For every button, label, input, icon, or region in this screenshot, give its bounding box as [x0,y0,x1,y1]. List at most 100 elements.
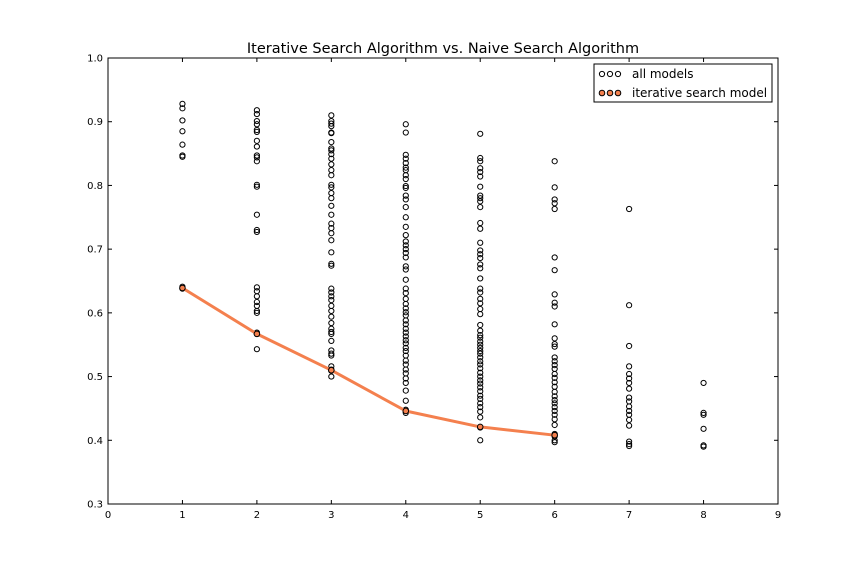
all-models-point [253,154,260,161]
all-models-point [328,289,335,296]
all-models-point [477,334,484,341]
iterative-search-point [551,431,558,439]
all-models-point [402,337,409,344]
y-tick-label: 0.5 [87,372,103,383]
all-models-point [253,211,260,218]
all-models-point [477,295,484,302]
all-models-point [328,211,335,218]
all-models-point [477,384,484,391]
legend: all models iterative search model [593,63,773,103]
all-models-point [477,254,484,262]
all-models-point [551,404,558,411]
all-models-point [402,285,409,292]
iterative-search-point [476,423,484,431]
all-models-point [626,407,633,415]
x-tick-label: 1 [179,510,185,521]
all-models-point [402,325,409,332]
all-models-point [253,152,260,159]
all-models-point [328,181,335,188]
iterative-search-point [402,407,410,415]
all-models-point [328,145,335,152]
all-models-point [477,373,484,380]
y-tick-label: 0.4 [87,436,103,447]
legend-marker-filled-circle [606,89,614,97]
all-models-point [328,151,335,158]
all-models-point [402,333,409,340]
all-models-point [551,407,558,415]
all-models-point [551,303,558,310]
all-models-point [253,137,260,144]
all-models-point [477,321,484,329]
all-models-point [402,366,409,373]
all-models-point [253,128,260,136]
all-models-point [328,184,335,191]
all-models-point [700,379,707,387]
all-models-point [253,117,260,125]
all-models-point [328,352,335,359]
all-models-point [402,249,409,257]
all-models-point [626,385,633,392]
all-models-point [328,373,335,380]
all-models-point [477,239,484,246]
all-models-point [253,228,260,236]
all-models-point [402,214,409,221]
all-models-point [402,242,409,249]
plot-area-frame [107,57,779,505]
all-models-point [253,346,260,353]
all-models-point [551,340,558,348]
x-tick-label: 8 [700,510,706,521]
x-tick-label: 2 [254,510,260,521]
all-models-point [551,254,558,261]
chart-title: Iterative Search Algorithm vs. Naive Sea… [247,41,639,57]
all-models-point [402,184,409,192]
all-models-point [626,375,633,382]
all-models-point [477,154,484,162]
all-models-point [328,262,335,269]
all-models-point [328,220,335,227]
all-models-point [328,202,335,209]
x-tick-label: 0 [105,510,111,521]
x-tick-label: 7 [626,510,632,521]
all-models-point [626,441,633,448]
all-models-point [551,200,558,207]
all-models-point [477,192,484,199]
all-models-point [328,297,335,304]
all-models-point [328,161,335,168]
iterative-search-point [253,330,261,338]
all-models-point [551,299,558,306]
all-models-point [477,261,484,268]
all-models-point [477,225,484,232]
all-models-point [477,344,484,351]
all-models-point [402,246,409,253]
all-models-point [551,205,558,213]
legend-marker-iterative-search-model [598,89,622,97]
all-models-point [179,141,186,148]
all-models-point [700,411,707,418]
all-models-point [179,100,186,107]
all-models-point [477,285,484,292]
all-models-point [477,168,484,176]
all-models-point [551,388,558,395]
all-models-point [402,276,409,283]
x-tick-label: 3 [328,510,334,521]
all-models-point [328,139,335,146]
all-models-point [253,307,260,315]
all-models-point [551,416,558,423]
plot-marks [179,100,707,450]
all-models-point [477,361,484,368]
all-models-point [402,357,409,364]
all-models-point [477,341,484,348]
x-tick-label: 5 [477,510,483,521]
all-models-point [253,143,260,150]
all-models-point [402,164,409,171]
all-models-point [477,327,484,334]
all-models-point [179,128,186,135]
legend-label-iterative-search-model: iterative search model [632,86,767,100]
all-models-point [551,397,558,404]
all-models-point [551,370,558,378]
all-models-point [328,307,335,315]
all-models-point [253,226,260,234]
legend-box [593,63,773,103]
all-models-point [477,158,484,165]
